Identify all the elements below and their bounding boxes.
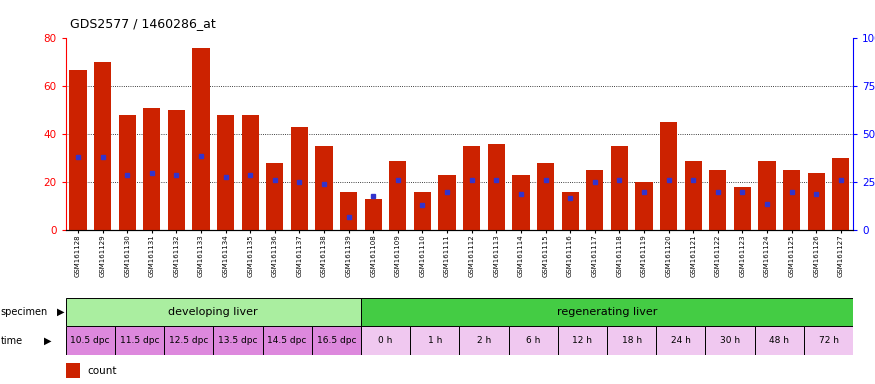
Text: time: time <box>1 336 23 346</box>
Bar <box>365 199 382 230</box>
Text: ▶: ▶ <box>44 336 52 346</box>
Bar <box>759 161 775 230</box>
Bar <box>66 363 80 378</box>
Bar <box>315 146 332 230</box>
Bar <box>242 115 259 230</box>
Text: 13.5 dpc: 13.5 dpc <box>218 336 257 345</box>
Bar <box>804 326 853 355</box>
Bar <box>266 163 284 230</box>
Bar <box>508 326 558 355</box>
Bar <box>656 326 705 355</box>
Bar <box>611 146 628 230</box>
Text: GDS2577 / 1460286_at: GDS2577 / 1460286_at <box>70 17 216 30</box>
Bar <box>94 62 111 230</box>
Bar <box>214 326 262 355</box>
Bar <box>463 146 480 230</box>
Bar <box>262 326 312 355</box>
Text: 24 h: 24 h <box>671 336 690 345</box>
Bar <box>558 326 607 355</box>
Text: 12.5 dpc: 12.5 dpc <box>169 336 208 345</box>
Bar <box>389 161 407 230</box>
Text: 30 h: 30 h <box>720 336 740 345</box>
Bar <box>783 170 801 230</box>
Bar <box>217 115 234 230</box>
Text: 14.5 dpc: 14.5 dpc <box>268 336 307 345</box>
Text: 11.5 dpc: 11.5 dpc <box>120 336 159 345</box>
Bar <box>459 326 508 355</box>
Bar <box>361 326 410 355</box>
Bar <box>118 115 136 230</box>
Bar <box>312 326 361 355</box>
Bar <box>115 326 164 355</box>
Bar <box>808 173 825 230</box>
Bar <box>487 144 505 230</box>
Bar <box>340 192 357 230</box>
Text: count: count <box>88 366 117 376</box>
Bar <box>562 192 578 230</box>
Text: 2 h: 2 h <box>477 336 491 345</box>
Bar <box>168 111 185 230</box>
Text: 12 h: 12 h <box>572 336 592 345</box>
Bar <box>414 192 431 230</box>
Bar <box>66 326 115 355</box>
Bar <box>705 326 754 355</box>
Text: 1 h: 1 h <box>428 336 442 345</box>
Bar <box>144 108 160 230</box>
Text: developing liver: developing liver <box>169 307 258 317</box>
Bar <box>66 298 361 326</box>
Bar <box>290 127 308 230</box>
Bar <box>192 48 210 230</box>
Bar <box>438 175 456 230</box>
Bar <box>512 175 529 230</box>
Text: 10.5 dpc: 10.5 dpc <box>71 336 110 345</box>
Text: 72 h: 72 h <box>818 336 838 345</box>
Bar <box>734 187 751 230</box>
Bar <box>754 326 804 355</box>
Text: ▶: ▶ <box>57 307 65 317</box>
Text: 48 h: 48 h <box>769 336 789 345</box>
Text: 0 h: 0 h <box>378 336 393 345</box>
Text: 18 h: 18 h <box>621 336 641 345</box>
Bar <box>684 161 702 230</box>
Bar <box>832 158 850 230</box>
Bar <box>410 326 459 355</box>
Bar <box>709 170 726 230</box>
Text: 16.5 dpc: 16.5 dpc <box>317 336 356 345</box>
Bar <box>537 163 554 230</box>
Bar <box>607 326 656 355</box>
Bar <box>635 182 653 230</box>
Bar <box>69 70 87 230</box>
Text: specimen: specimen <box>1 307 48 317</box>
Bar <box>660 122 677 230</box>
Text: 6 h: 6 h <box>526 336 541 345</box>
Bar <box>164 326 214 355</box>
Bar <box>361 298 853 326</box>
Bar <box>586 170 604 230</box>
Text: regenerating liver: regenerating liver <box>556 307 657 317</box>
